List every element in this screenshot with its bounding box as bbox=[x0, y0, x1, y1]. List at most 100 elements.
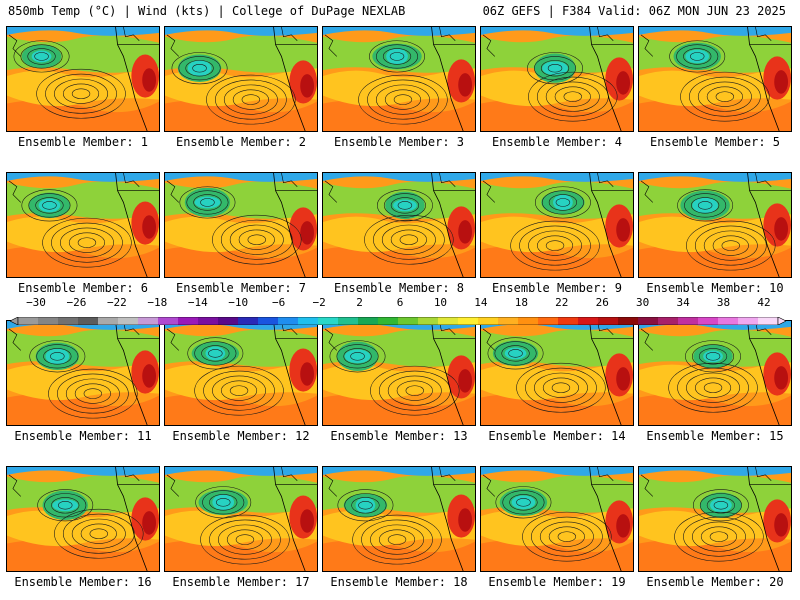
ensemble-member-label: Ensemble Member: 13 bbox=[330, 429, 468, 443]
colorbar-swatch bbox=[418, 317, 439, 325]
colorbar-tick-label: 14 bbox=[474, 296, 488, 309]
colorbar-tick-label: 22 bbox=[555, 296, 569, 309]
ensemble-member-map bbox=[164, 320, 318, 426]
colorbar-swatch bbox=[178, 317, 199, 325]
colorbar-tick-label: 18 bbox=[514, 296, 528, 309]
colorbar-swatch bbox=[538, 317, 559, 325]
ensemble-member-label: Ensemble Member: 8 bbox=[333, 281, 465, 295]
colorbar-tick-label: 34 bbox=[676, 296, 690, 309]
ensemble-member-label: Ensemble Member: 7 bbox=[175, 281, 307, 295]
colorbar-swatch bbox=[238, 317, 259, 325]
ensemble-member-map bbox=[322, 320, 476, 426]
temperature-colorbar bbox=[9, 310, 787, 326]
colorbar-tick-label: −30 bbox=[26, 296, 46, 309]
ensemble-member-map bbox=[6, 26, 160, 132]
ensemble-member-label: Ensemble Member: 3 bbox=[333, 135, 465, 149]
colorbar-tick-label: −10 bbox=[228, 296, 249, 309]
colorbar-tick-label: 38 bbox=[716, 296, 731, 309]
ensemble-member-map bbox=[164, 172, 318, 278]
colorbar-swatch bbox=[58, 317, 79, 325]
ensemble-member-map bbox=[6, 172, 160, 278]
ensemble-member-label: Ensemble Member: 14 bbox=[488, 429, 626, 443]
ensemble-member-label: Ensemble Member: 12 bbox=[172, 429, 310, 443]
ensemble-member-label: Ensemble Member: 1 bbox=[17, 135, 149, 149]
colorbar-swatch bbox=[318, 317, 339, 325]
colorbar-swatch bbox=[78, 317, 99, 325]
ensemble-member-map bbox=[638, 26, 792, 132]
colorbar-tick-label: −2 bbox=[312, 296, 326, 309]
colorbar-tick-label: −14 bbox=[187, 296, 208, 309]
ensemble-member-label: Ensemble Member: 5 bbox=[649, 135, 781, 149]
ensemble-member-label: Ensemble Member: 9 bbox=[491, 281, 623, 295]
ensemble-member-map bbox=[6, 466, 160, 572]
colorbar-tick-label: −18 bbox=[147, 296, 168, 309]
colorbar-swatch bbox=[458, 317, 479, 325]
ensemble-member-label: Ensemble Member: 16 bbox=[14, 575, 152, 589]
map-title: 850mb Temp (°C) | Wind (kts) | College o… bbox=[8, 4, 406, 18]
colorbar-swatch bbox=[18, 317, 39, 325]
ensemble-member-map bbox=[480, 320, 634, 426]
ensemble-member-map bbox=[164, 466, 318, 572]
colorbar-swatch bbox=[558, 317, 579, 325]
colorbar-swatch bbox=[658, 317, 679, 325]
colorbar-swatch bbox=[338, 317, 359, 325]
colorbar-swatch bbox=[278, 317, 299, 325]
ensemble-member-label: Ensemble Member: 2 bbox=[175, 135, 307, 149]
colorbar-tick-label: 26 bbox=[595, 296, 609, 309]
ensemble-member-label: Ensemble Member: 15 bbox=[646, 429, 784, 443]
ensemble-member-map bbox=[638, 172, 792, 278]
colorbar-tick-label: 6 bbox=[396, 296, 404, 309]
colorbar-tick-label: 2 bbox=[356, 296, 363, 309]
ensemble-member-map bbox=[480, 172, 634, 278]
ensemble-member-label: Ensemble Member: 19 bbox=[488, 575, 626, 589]
colorbar-swatch bbox=[138, 317, 159, 325]
ensemble-member-map bbox=[164, 26, 318, 132]
colorbar-tick-label: −22 bbox=[106, 296, 127, 309]
colorbar-swatch bbox=[518, 317, 539, 325]
colorbar-swatch bbox=[398, 317, 419, 325]
colorbar-swatch bbox=[158, 317, 179, 325]
ensemble-member-map bbox=[638, 320, 792, 426]
ensemble-member-label: Ensemble Member: 4 bbox=[491, 135, 623, 149]
colorbar-swatch bbox=[578, 317, 599, 325]
colorbar-swatch bbox=[618, 317, 639, 325]
colorbar-swatch bbox=[718, 317, 739, 325]
colorbar-tick-label: 42 bbox=[757, 296, 771, 309]
colorbar-swatch bbox=[478, 317, 499, 325]
colorbar-swatch bbox=[258, 317, 279, 325]
ensemble-member-map bbox=[6, 320, 160, 426]
colorbar-swatch bbox=[758, 317, 779, 325]
colorbar-swatch bbox=[218, 317, 239, 325]
colorbar-swatch bbox=[378, 317, 399, 325]
colorbar-swatch bbox=[118, 317, 139, 325]
colorbar-swatch bbox=[698, 317, 719, 325]
colorbar-swatch bbox=[598, 317, 619, 325]
model-valid-time: 06Z GEFS | F384 Valid: 06Z MON JUN 23 20… bbox=[482, 4, 786, 18]
colorbar-swatch bbox=[678, 317, 699, 325]
ensemble-member-map bbox=[322, 26, 476, 132]
colorbar-swatch bbox=[298, 317, 319, 325]
colorbar-swatch bbox=[738, 317, 759, 325]
ensemble-member-label: Ensemble Member: 11 bbox=[14, 429, 152, 443]
ensemble-member-map bbox=[480, 466, 634, 572]
ensemble-member-label: Ensemble Member: 18 bbox=[330, 575, 468, 589]
ensemble-member-label: Ensemble Member: 17 bbox=[172, 575, 310, 589]
colorbar-swatch bbox=[498, 317, 519, 325]
ensemble-member-map bbox=[638, 466, 792, 572]
colorbar-tick-label: 30 bbox=[636, 296, 650, 309]
colorbar-swatch bbox=[38, 317, 59, 325]
ensemble-member-map bbox=[322, 172, 476, 278]
colorbar-tick-label: −26 bbox=[66, 296, 87, 309]
ensemble-member-label: Ensemble Member: 10 bbox=[646, 281, 784, 295]
colorbar-swatch bbox=[358, 317, 379, 325]
ensemble-member-map bbox=[322, 466, 476, 572]
ensemble-member-map bbox=[480, 26, 634, 132]
ensemble-member-label: Ensemble Member: 20 bbox=[646, 575, 784, 589]
colorbar-tick-label: −6 bbox=[272, 296, 286, 309]
colorbar-swatch bbox=[98, 317, 119, 325]
colorbar-swatch bbox=[438, 317, 459, 325]
ensemble-member-label: Ensemble Member: 6 bbox=[17, 281, 149, 295]
colorbar-tick-label: 10 bbox=[433, 296, 448, 309]
colorbar-swatch bbox=[638, 317, 659, 325]
colorbar-swatch bbox=[198, 317, 219, 325]
